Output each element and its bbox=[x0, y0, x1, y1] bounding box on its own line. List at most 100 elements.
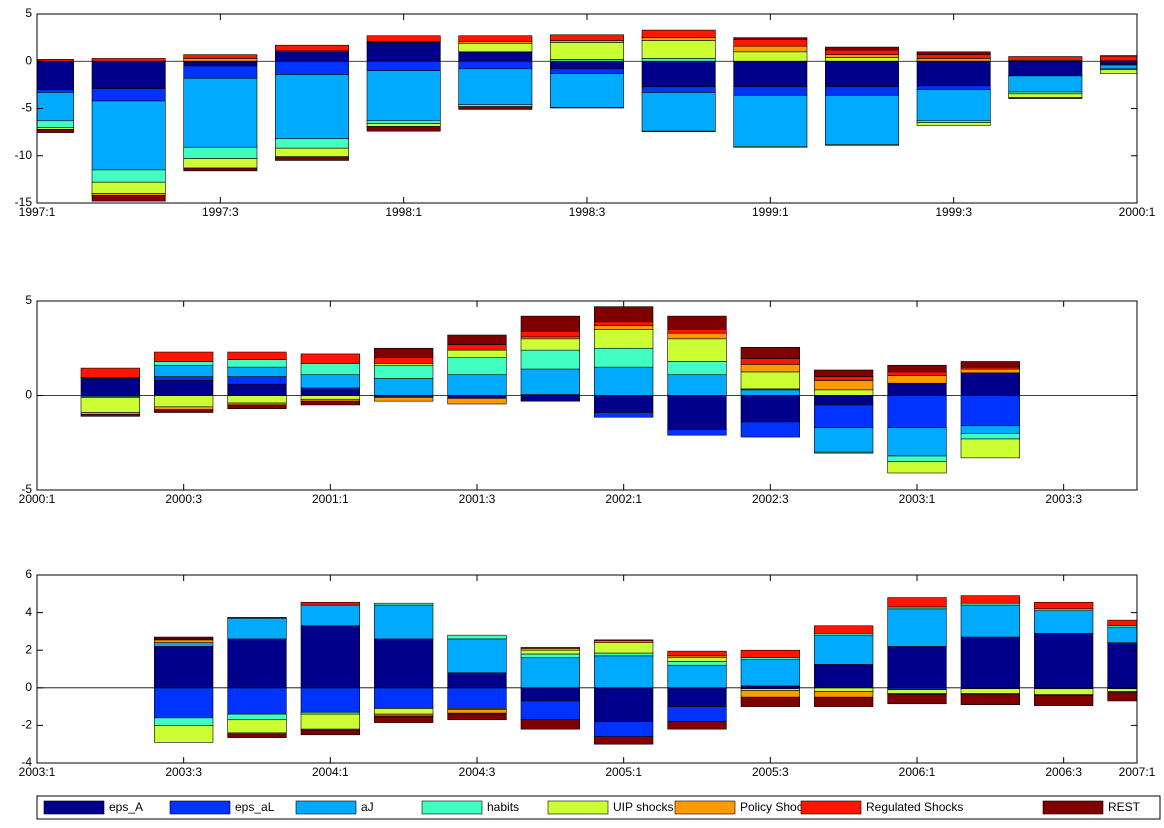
bar-segment bbox=[734, 87, 807, 96]
bar-segment bbox=[814, 396, 873, 405]
bar-segment bbox=[594, 737, 653, 745]
bar-segment bbox=[184, 159, 257, 168]
x-tick-label: 2000:1 bbox=[1119, 205, 1156, 219]
bar-segment bbox=[184, 66, 257, 78]
x-tick-label: 1997:1 bbox=[19, 205, 56, 219]
bar-segment bbox=[521, 650, 580, 654]
bar-segment bbox=[814, 692, 873, 698]
bar-segment bbox=[154, 725, 213, 742]
bar-segment bbox=[741, 364, 800, 372]
bar-segment bbox=[594, 688, 653, 722]
bar-segment bbox=[961, 373, 1020, 396]
y-tick-label: 0 bbox=[25, 388, 32, 402]
bar-segment bbox=[374, 639, 433, 688]
bar-segment bbox=[184, 147, 257, 158]
bar-segment bbox=[184, 168, 257, 171]
bar-segment bbox=[814, 428, 873, 453]
bar-segment bbox=[814, 405, 873, 428]
x-tick-label: 2006:1 bbox=[899, 765, 936, 779]
legend-label: eps_aL bbox=[235, 800, 275, 814]
y-tick-label: 5 bbox=[25, 293, 32, 307]
y-tick-label: -5 bbox=[21, 101, 32, 115]
bar-segment bbox=[228, 688, 287, 714]
bar-segment bbox=[81, 414, 140, 416]
bar-segment bbox=[81, 378, 140, 395]
bar-segment bbox=[374, 688, 433, 709]
bar-segment bbox=[825, 47, 898, 50]
bar-segment bbox=[228, 405, 287, 409]
bar-segment bbox=[734, 38, 807, 40]
bar-segment bbox=[154, 361, 213, 365]
bar-segment bbox=[741, 372, 800, 389]
bar-segment bbox=[961, 361, 1020, 367]
bar-segment bbox=[734, 146, 807, 147]
bar-segment bbox=[81, 368, 140, 377]
bar-segment bbox=[1009, 98, 1082, 99]
bar-segment bbox=[154, 646, 213, 687]
bar-segment bbox=[1108, 628, 1164, 643]
bar-segment bbox=[154, 352, 213, 361]
bar-segment bbox=[228, 367, 287, 376]
bar-segment bbox=[825, 95, 898, 144]
bar-segment bbox=[81, 397, 140, 412]
x-tick-label: 2000:3 bbox=[165, 492, 202, 506]
bar-segment bbox=[814, 635, 873, 664]
y-tick-label: -2 bbox=[21, 718, 32, 732]
bar-segment bbox=[154, 410, 213, 413]
x-tick-label: 1999:1 bbox=[752, 205, 789, 219]
x-tick-label: 2003:3 bbox=[165, 765, 202, 779]
bar-segment bbox=[814, 452, 873, 453]
bar-segment bbox=[448, 688, 507, 709]
bar-segment bbox=[594, 367, 653, 395]
bar-segment bbox=[741, 347, 800, 358]
bar-segment bbox=[888, 376, 947, 384]
x-tick-label: 2005:1 bbox=[605, 765, 642, 779]
x-tick-label: 2002:1 bbox=[605, 492, 642, 506]
bar-segment bbox=[521, 658, 580, 688]
bar-segment bbox=[1108, 689, 1164, 692]
bar-segment bbox=[888, 372, 947, 376]
bar-segment bbox=[594, 307, 653, 322]
bar-segment bbox=[448, 398, 507, 404]
bar-segment bbox=[825, 55, 898, 58]
x-tick-label: 2001:1 bbox=[312, 492, 349, 506]
bar-segment bbox=[228, 720, 287, 733]
bar-segment bbox=[1034, 611, 1093, 634]
bar-segment bbox=[275, 148, 348, 157]
bar-segment bbox=[301, 390, 360, 396]
bar-segment bbox=[961, 433, 1020, 439]
bar-segment bbox=[228, 352, 287, 360]
legend-swatch bbox=[548, 801, 608, 814]
x-tick-label: 2005:3 bbox=[752, 765, 789, 779]
bar-segment bbox=[741, 396, 800, 422]
bar-segment bbox=[961, 369, 1020, 373]
bar-segment bbox=[734, 40, 807, 47]
bar-segment bbox=[448, 673, 507, 688]
bar-segment bbox=[374, 603, 433, 605]
bar-segment bbox=[367, 42, 440, 61]
bar-segment bbox=[642, 61, 715, 87]
legend-label: habits bbox=[487, 800, 519, 814]
bar-segment bbox=[1034, 602, 1093, 609]
bar-segment bbox=[448, 344, 507, 350]
bar-segment bbox=[917, 55, 990, 59]
bar-segment bbox=[668, 722, 727, 730]
bar-segment bbox=[448, 709, 507, 713]
bar-segment bbox=[825, 50, 898, 55]
bar-segment bbox=[668, 333, 727, 339]
bar-segment bbox=[642, 40, 715, 58]
bar-segment bbox=[92, 182, 165, 193]
bar-segment bbox=[1009, 94, 1082, 98]
bar-segment bbox=[184, 61, 257, 66]
bar-segment bbox=[154, 377, 213, 381]
bar-segment bbox=[301, 354, 360, 363]
bar-segment bbox=[448, 375, 507, 396]
bar-segment bbox=[594, 329, 653, 348]
bar-segment bbox=[888, 690, 947, 694]
bar-segment bbox=[642, 87, 715, 93]
bar-segment bbox=[301, 375, 360, 388]
bar-segment bbox=[668, 361, 727, 374]
bar-segment bbox=[741, 390, 800, 396]
